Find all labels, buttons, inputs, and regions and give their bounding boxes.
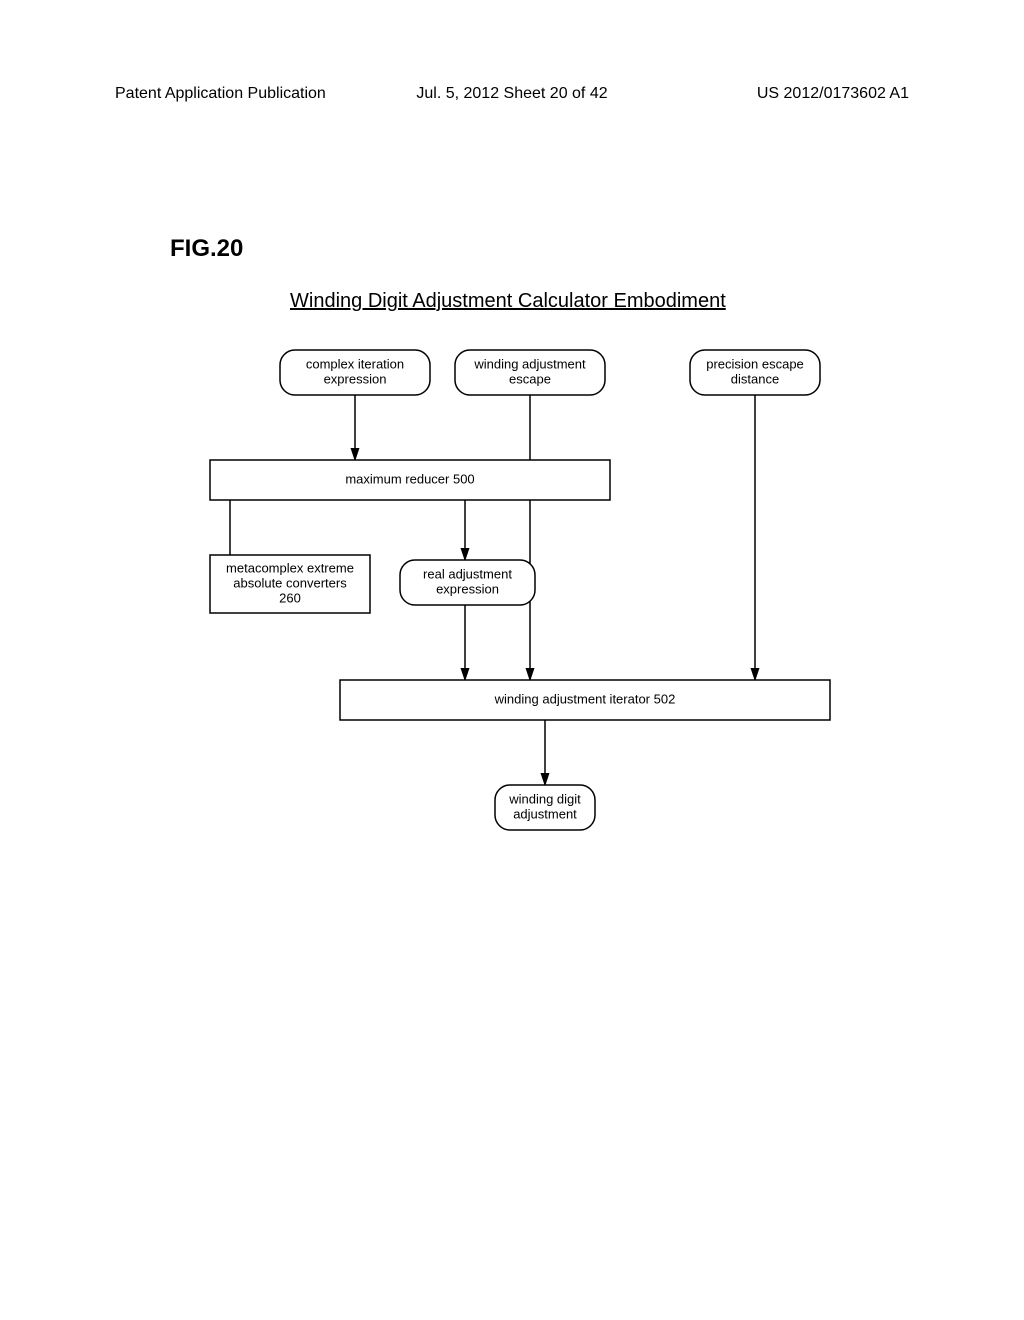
header-right: US 2012/0173602 A1	[757, 85, 909, 103]
page: Patent Application Publication Jul. 5, 2…	[0, 0, 1024, 1320]
node-label: 260	[279, 590, 301, 605]
node-label: expression	[324, 371, 387, 386]
page-header: Patent Application Publication Jul. 5, 2…	[115, 85, 909, 103]
node-label: distance	[731, 371, 779, 386]
node-label: winding adjustment	[473, 356, 586, 371]
diagram-title: Winding Digit Adjustment Calculator Embo…	[290, 290, 726, 313]
node-label: real adjustment	[423, 566, 512, 581]
node-label: winding adjustment iterator 502	[494, 691, 676, 706]
node-label: absolute converters	[233, 575, 347, 590]
node-label: complex iteration	[306, 356, 404, 371]
node-label: winding digit	[508, 791, 581, 806]
node-label: maximum reducer 500	[345, 471, 474, 486]
figure-label: FIG.20	[170, 235, 243, 263]
flow-diagram: complex iterationexpressionwinding adjus…	[200, 340, 900, 890]
node-label: expression	[436, 581, 499, 596]
node-label: escape	[509, 371, 551, 386]
node-label: adjustment	[513, 806, 577, 821]
node-label: metacomplex extreme	[226, 560, 354, 575]
node-label: precision escape	[706, 356, 804, 371]
